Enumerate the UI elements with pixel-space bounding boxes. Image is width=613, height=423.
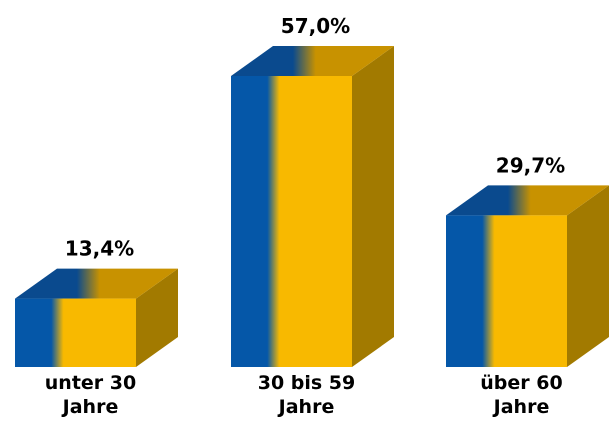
bar-front-face bbox=[446, 215, 567, 367]
category-label: unter 30 Jahre bbox=[16, 371, 166, 419]
bar-front-face bbox=[15, 298, 136, 367]
value-labels-group: 13,4% 57,0% 29,7% bbox=[65, 14, 565, 261]
value-label: 57,0% bbox=[281, 14, 350, 38]
bar-front-face bbox=[231, 76, 352, 367]
bar-top-face bbox=[15, 268, 178, 299]
bar-side-face bbox=[352, 46, 394, 367]
bar-side-face bbox=[567, 185, 609, 367]
value-label: 13,4% bbox=[65, 237, 134, 261]
bar-side-face bbox=[136, 268, 178, 367]
category-label-line: 30 bis 59 bbox=[257, 372, 356, 394]
category-label-line: Jahre bbox=[493, 396, 550, 418]
value-label: 29,7% bbox=[496, 153, 565, 177]
bar-1 bbox=[15, 268, 178, 367]
category-label-line: Jahre bbox=[62, 396, 119, 418]
category-label-line: Jahre bbox=[278, 396, 335, 418]
bar-3 bbox=[446, 185, 609, 367]
bar-top-face bbox=[231, 46, 394, 76]
bars-group bbox=[15, 46, 609, 367]
category-label: 30 bis 59 Jahre bbox=[232, 371, 382, 419]
category-label-line: unter 30 bbox=[44, 372, 137, 394]
bar-2 bbox=[231, 46, 394, 367]
bar-top-face bbox=[446, 185, 609, 216]
category-label: über 60 Jahre bbox=[447, 371, 597, 419]
category-label-line: über 60 bbox=[480, 372, 563, 394]
